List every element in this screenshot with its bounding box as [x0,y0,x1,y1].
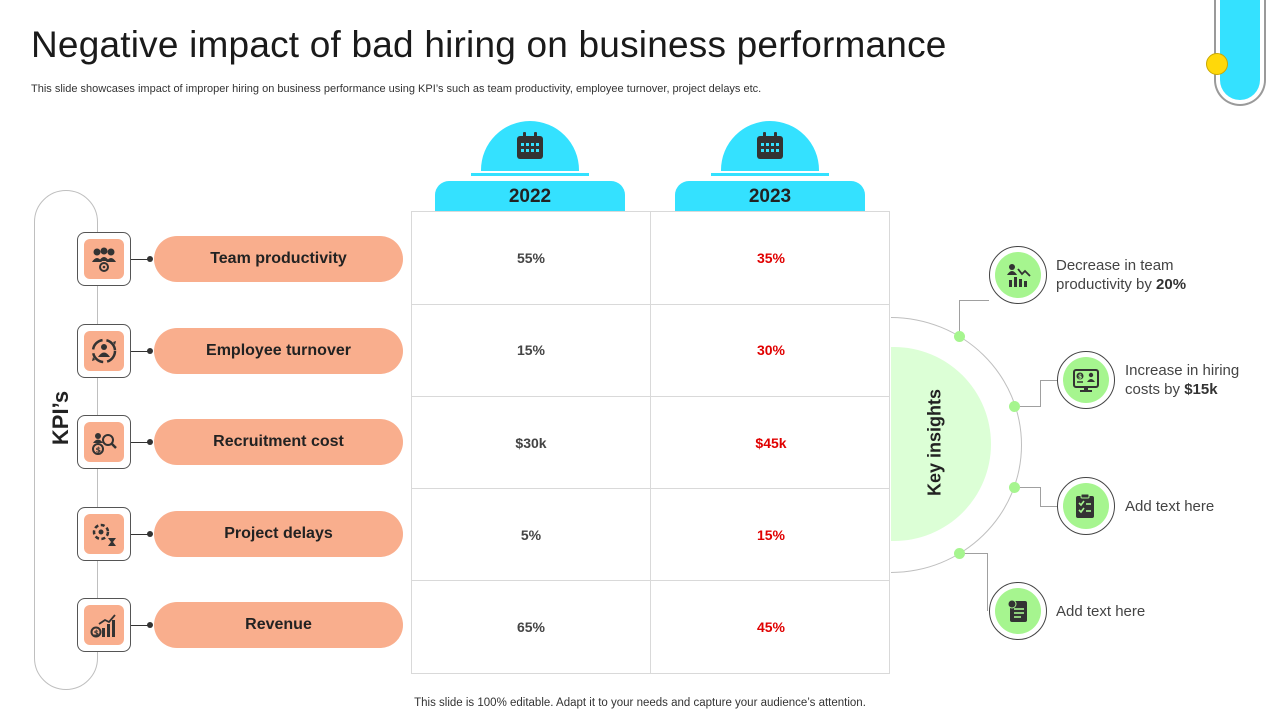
kpi-connector-dot [147,348,153,354]
kpi-connector [131,534,151,535]
year-header-2022: 2022 [435,181,625,212]
insight-text-prefix: productivity by [1056,276,1157,293]
productivity-chart-icon [1007,264,1031,287]
table-cell-2022: 15% [516,342,546,358]
decorative-dot [1206,53,1228,75]
insight-text-line1: Add text here [1056,603,1146,620]
insight-text: Add text here [1125,497,1214,516]
year-dome-2023 [721,121,819,171]
table-cell-2022: 65% [516,619,546,635]
recruitment-cost-icon: $ [92,433,117,455]
insight-dot [954,548,965,559]
checklist-icon [1076,493,1094,518]
kpi-pill-project-delays: Project delays [154,511,403,557]
table-cell-2023: 35% [756,250,786,266]
kpi-icon-frame [77,232,131,286]
turnover-icon [91,338,117,364]
decorative-tube-fill [1220,0,1260,100]
table-row-divider [412,580,889,581]
insight-connector [1040,506,1058,507]
insight-text-bold: 20% [1156,276,1187,293]
kpi-pill-team-productivity: Team productivity [154,236,403,282]
insight-text-prefix: costs by [1125,381,1185,398]
kpi-pill-revenue: Revenue [154,602,403,648]
insight-icon-frame: $ [1057,351,1115,409]
year-dome-2022 [481,121,579,171]
insight-connector [1040,380,1041,407]
table-row-divider [412,304,889,305]
table-row-divider [412,396,889,397]
key-insights-label: Key insights [924,388,945,497]
year-header-2023: 2023 [675,181,865,212]
insight-icon-frame [989,246,1047,304]
kpi-icon-frame: $ [77,415,131,469]
insight-connector [1040,487,1041,507]
insight-connector [959,300,989,301]
dome-base-line [471,173,589,176]
table-cell-2023: 45% [756,619,786,635]
table-cell-2023: 15% [756,527,786,543]
insight-text-line2: costs by $15k [1125,380,1239,399]
kpi-connector-dot [147,256,153,262]
kpi-section-label: KPI’s [48,390,73,446]
table-cell-2022: $30k [515,435,547,451]
kpi-icon-frame [77,507,131,561]
kpi-icon-frame: $ [77,598,131,652]
table-row-divider [412,488,889,489]
kpi-connector-dot [147,531,153,537]
revenue-icon: $ [90,614,116,638]
kpi-connector-dot [147,439,153,445]
kpi-pill-employee-turnover: Employee turnover [154,328,403,374]
insight-connector [1040,380,1058,381]
insight-connector [1015,406,1041,407]
kpi-pill-recruitment-cost: Recruitment cost [154,419,403,465]
calendar-icon [517,132,543,159]
insight-text: Increase in hiring costs by $15k [1125,361,1239,399]
insight-connector [959,553,987,554]
insight-icon-frame [989,582,1047,640]
kpi-icon-frame [77,324,131,378]
insight-text: Add text here [1056,602,1145,621]
kpi-connector [131,625,151,626]
insight-text-line1: Add text here [1125,498,1215,515]
insight-text-line1: Increase in hiring [1125,362,1240,379]
insight-connector [1015,487,1041,488]
team-icon [92,247,116,272]
svg-text:$: $ [1078,374,1082,381]
page-subtitle: This slide showcases impact of improper … [31,83,762,95]
page-title: Negative impact of bad hiring on busines… [31,24,947,65]
kpi-connector-dot [147,622,153,628]
kpi-connector [131,351,151,352]
calendar-icon [757,132,783,159]
table-cell-2022: 5% [520,527,542,543]
table-cell-2023: $45k [755,435,787,451]
kpi-connector [131,259,151,260]
table-cell-2022: 55% [516,250,546,266]
hiring-cost-icon: $ [1073,369,1099,392]
table-cell-2023: 30% [756,342,786,358]
table-column-divider [650,212,651,673]
insight-dot [954,331,965,342]
svg-text:$: $ [94,628,99,637]
document-icon [1007,599,1027,622]
insight-text: Decrease in team productivity by 20% [1056,256,1186,294]
insight-connector [959,300,960,336]
project-delay-icon [92,523,116,546]
insight-text-line1: Decrease in team [1056,257,1174,274]
insight-text-line2: productivity by 20% [1056,275,1186,294]
insight-dot [1009,401,1020,412]
insight-connector [987,553,988,611]
kpi-comparison-table: 55% 35% 15% 30% $30k $45k 5% 15% 65% 45% [411,211,890,674]
dome-base-line [711,173,829,176]
insight-icon-frame [1057,477,1115,535]
kpi-connector [131,442,151,443]
svg-text:$: $ [96,446,102,455]
insight-dot [1009,482,1020,493]
insight-text-bold: $15k [1184,381,1218,398]
footer-note: This slide is 100% editable. Adapt it to… [414,697,866,709]
